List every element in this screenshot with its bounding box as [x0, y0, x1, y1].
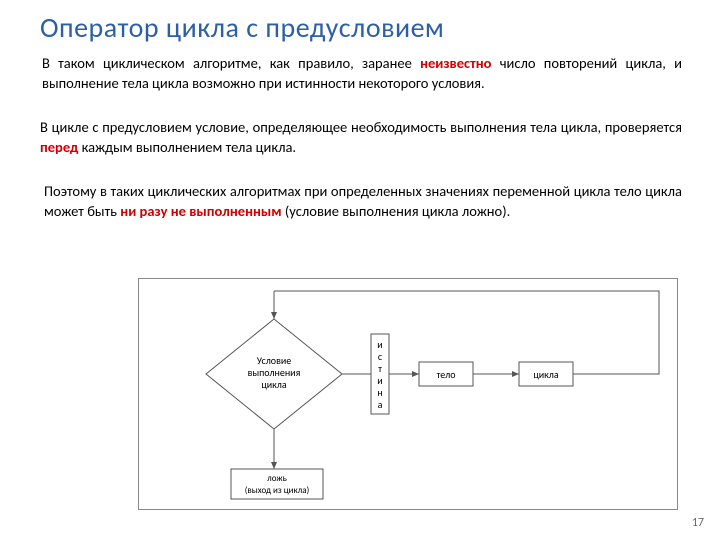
- text: В таком циклическом алгоритме, как прави…: [42, 54, 420, 72]
- paragraph-1: В таком циклическом алгоритме, как прави…: [42, 54, 682, 93]
- keyword-before: перед: [40, 138, 78, 156]
- text: В цикле с предусловием условие, определя…: [40, 118, 682, 136]
- text: (условие выполнения цикла ложно).: [282, 202, 511, 220]
- svg-text:(выход из цикла): (выход из цикла): [245, 485, 310, 496]
- svg-text:цикла: цикла: [261, 378, 287, 391]
- flowchart: Условиевыполненияциклаистинателоциклалож…: [138, 278, 678, 510]
- keyword-unknown: неизвестно: [420, 54, 491, 72]
- page-title: Оператор цикла с предусловием: [40, 10, 444, 45]
- paragraph-3: Поэтому в таких циклических алгоритмах п…: [44, 182, 682, 221]
- svg-text:а: а: [378, 398, 383, 411]
- text: каждым выполнением тела цикла.: [78, 138, 296, 156]
- svg-text:цикла: цикла: [533, 368, 559, 381]
- page-number: 17: [692, 516, 704, 530]
- svg-text:тело: тело: [437, 368, 456, 381]
- svg-text:ложь: ложь: [267, 473, 287, 484]
- keyword-notexecuted: ни разу не выполненным: [120, 202, 281, 220]
- flowchart-svg: Условиевыполненияциклаистинателоциклалож…: [139, 279, 679, 511]
- paragraph-2: В цикле с предусловием условие, определя…: [40, 118, 682, 157]
